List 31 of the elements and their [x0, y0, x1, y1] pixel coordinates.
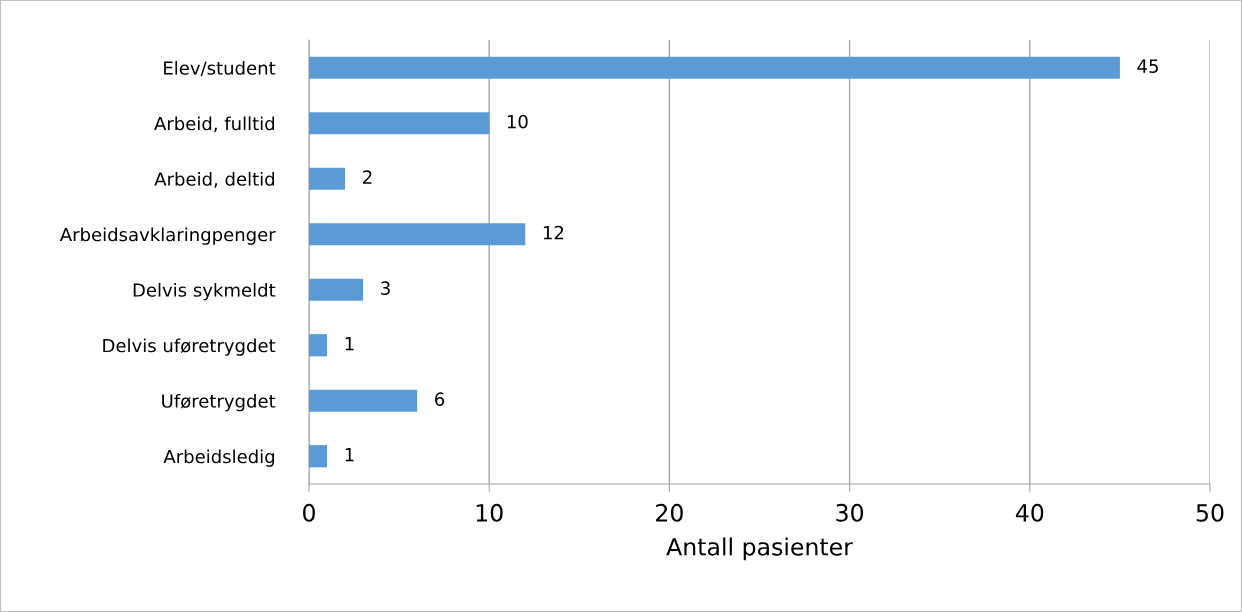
y-tick-label: Elev/student: [164, 60, 276, 77]
data-label: 10: [507, 114, 528, 129]
x-tick-label: 30: [836, 503, 864, 522]
y-tick-label: Arbeidsledig: [163, 449, 275, 467]
data-label: 3: [381, 281, 390, 295]
x-tick-label: 10: [476, 503, 503, 522]
y-tick-label: Arbeidsavklaringpenger: [59, 227, 276, 245]
bar: [309, 56, 1120, 79]
x-axis-title: Antall pasienter: [666, 537, 853, 561]
data-label: 6: [435, 392, 445, 406]
data-label: 45: [1137, 59, 1158, 73]
data-label: 12: [543, 225, 564, 240]
bar: [309, 389, 418, 412]
bar: [309, 167, 346, 190]
x-tick-label: 20: [656, 503, 683, 522]
data-label: 2: [363, 170, 372, 184]
y-tick-label: Arbeid, fulltid: [154, 116, 275, 133]
y-tick-label: Uføretrygdet: [162, 393, 276, 412]
x-tick-label: 40: [1015, 503, 1044, 522]
y-tick-label: Delvis sykmeldt: [133, 282, 276, 301]
y-tick-label: Arbeid, deltid: [154, 171, 275, 188]
x-tick-label: 0: [303, 503, 315, 522]
data-label: 1: [345, 337, 354, 351]
bar: [309, 223, 526, 246]
bar: [309, 334, 328, 357]
bar: [309, 445, 328, 468]
data-label: 1: [345, 448, 354, 462]
bar: [309, 278, 364, 301]
x-tick-label: 50: [1196, 503, 1224, 522]
bar: [309, 112, 490, 135]
y-tick-label: Delvis uføretrygdet: [103, 338, 276, 356]
